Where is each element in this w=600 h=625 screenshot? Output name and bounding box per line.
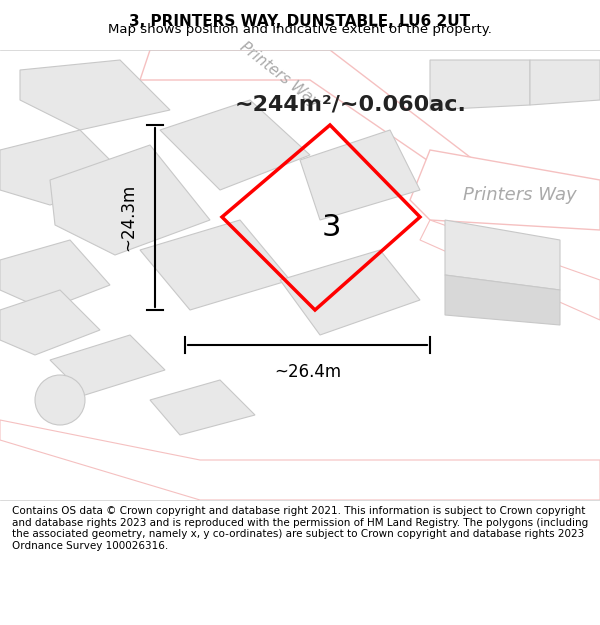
Polygon shape (0, 240, 110, 310)
Polygon shape (0, 130, 130, 205)
Polygon shape (50, 145, 210, 255)
Text: Map shows position and indicative extent of the property.: Map shows position and indicative extent… (108, 23, 492, 36)
Text: 3: 3 (322, 213, 341, 242)
Text: 3, PRINTERS WAY, DUNSTABLE, LU6 2UT: 3, PRINTERS WAY, DUNSTABLE, LU6 2UT (130, 14, 470, 29)
Text: ~24.3m: ~24.3m (119, 184, 137, 251)
Polygon shape (300, 130, 420, 220)
Polygon shape (0, 290, 100, 355)
Text: Printers Way: Printers Way (238, 39, 323, 111)
Text: Printers Way: Printers Way (463, 186, 577, 204)
Polygon shape (280, 250, 420, 335)
Polygon shape (160, 100, 310, 190)
Polygon shape (50, 335, 165, 395)
Text: ~244m²/~0.060ac.: ~244m²/~0.060ac. (235, 95, 467, 115)
Polygon shape (445, 220, 560, 290)
Polygon shape (0, 420, 600, 500)
Polygon shape (430, 60, 530, 110)
Text: Contains OS data © Crown copyright and database right 2021. This information is : Contains OS data © Crown copyright and d… (12, 506, 588, 551)
Polygon shape (140, 50, 500, 210)
Polygon shape (140, 220, 290, 310)
Polygon shape (150, 380, 255, 435)
Polygon shape (530, 60, 600, 105)
Polygon shape (20, 60, 170, 130)
Polygon shape (420, 220, 600, 320)
Polygon shape (410, 150, 600, 230)
Text: ~26.4m: ~26.4m (274, 363, 341, 381)
Circle shape (35, 375, 85, 425)
Polygon shape (445, 275, 560, 325)
